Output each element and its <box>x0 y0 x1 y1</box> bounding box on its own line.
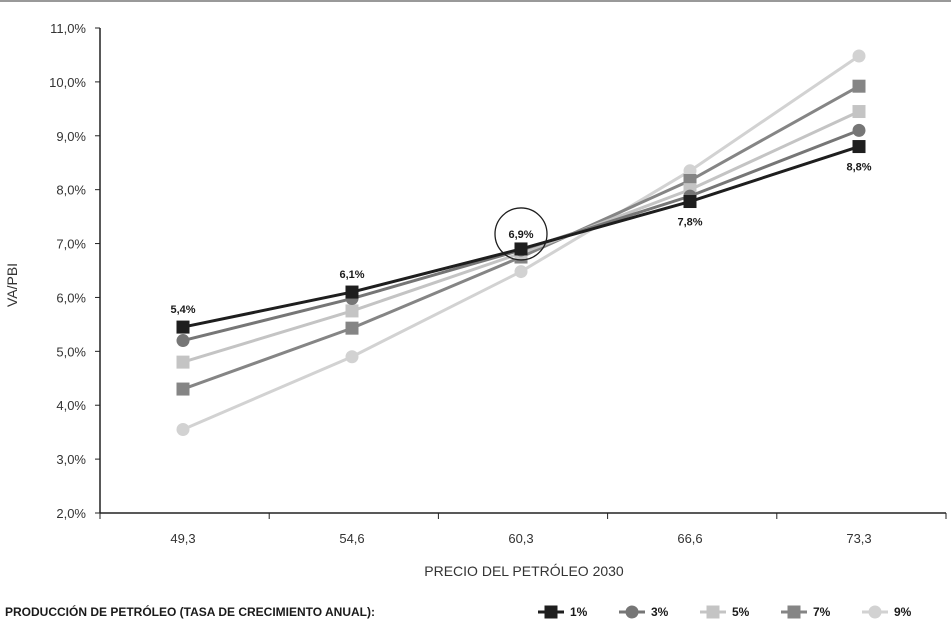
y-axis: 2,0% 3,0% 4,0% 5,0% 6,0% 7,0% 8,0% 9,0% 10,0% 11,… <box>49 21 101 521</box>
y-tick-label: 7,0% <box>56 237 86 252</box>
data-point <box>176 320 190 334</box>
data-point <box>852 123 866 137</box>
y-axis-title: VA/PBI <box>4 263 20 307</box>
data-label: 6,9% <box>508 229 533 241</box>
data-point <box>852 79 866 93</box>
y-tick-label: 4,0% <box>56 398 86 413</box>
data-point <box>345 321 359 335</box>
highlight-circle <box>494 207 548 261</box>
legend-swatch-marker <box>625 605 639 619</box>
legend-swatch-marker <box>787 605 801 619</box>
legend-item-3pct: 3% <box>619 605 669 619</box>
legend-label: 5% <box>732 605 750 619</box>
legend-title: PRODUCCIÓN DE PETRÓLEO (TASA DE CRECIMIE… <box>5 604 375 619</box>
data-point <box>176 382 190 396</box>
y-tick-label: 9,0% <box>56 129 86 144</box>
y-tick-label: 5,0% <box>56 344 86 359</box>
legend-label: 7% <box>813 605 831 619</box>
data-label: 7,8% <box>677 217 702 229</box>
legend-item-7pct: 7% <box>781 605 831 619</box>
data-point <box>345 350 359 364</box>
x-tick-label: 54,6 <box>339 531 364 546</box>
data-point <box>345 304 359 318</box>
legend-label: 1% <box>570 605 588 619</box>
data-point <box>852 140 866 154</box>
x-tick-label: 49,3 <box>170 531 195 546</box>
y-tick-label: 6,0% <box>56 290 86 305</box>
y-tick-label: 10,0% <box>49 75 86 90</box>
data-point <box>176 334 190 348</box>
x-axis: 49,3 54,6 60,3 66,6 73,3 <box>99 512 947 546</box>
x-axis-title: PRECIO DEL PETRÓLEO 2030 <box>424 563 624 579</box>
data-point <box>176 422 190 436</box>
y-tick-label: 11,0% <box>50 21 86 36</box>
x-tick-label: 60,3 <box>508 531 533 546</box>
data-label: 8,8% <box>846 162 871 174</box>
series-layer <box>176 49 866 436</box>
y-tick-label: 8,0% <box>56 183 86 198</box>
legend-item-9pct: 9% <box>862 605 912 619</box>
legend-swatch-marker <box>868 605 882 619</box>
series-1pct <box>176 140 866 334</box>
legend-swatch-marker <box>706 605 720 619</box>
x-tick-label: 66,6 <box>677 531 702 546</box>
legend-item-5pct: 5% <box>700 605 750 619</box>
data-point <box>852 49 866 63</box>
y-tick-label: 3,0% <box>56 452 86 467</box>
annotation-layer: 5,4% 6,1% 6,9% 7,8% 8,8% <box>170 162 871 317</box>
legend-swatch-marker <box>544 605 558 619</box>
data-label: 5,4% <box>170 304 195 316</box>
data-point <box>514 265 528 279</box>
data-point <box>176 355 190 369</box>
legend-label: 9% <box>894 605 912 619</box>
data-point <box>852 105 866 119</box>
x-tick-label: 73,3 <box>846 531 871 546</box>
legend-label: 3% <box>651 605 669 619</box>
legend-item-1pct: 1% <box>538 605 588 619</box>
y-tick-label: 2,0% <box>56 506 86 521</box>
data-point <box>345 285 359 299</box>
data-point <box>514 242 528 256</box>
data-point <box>683 195 697 209</box>
legend: PRODUCCIÓN DE PETRÓLEO (TASA DE CRECIMIE… <box>5 604 912 619</box>
data-label: 6,1% <box>339 269 364 281</box>
